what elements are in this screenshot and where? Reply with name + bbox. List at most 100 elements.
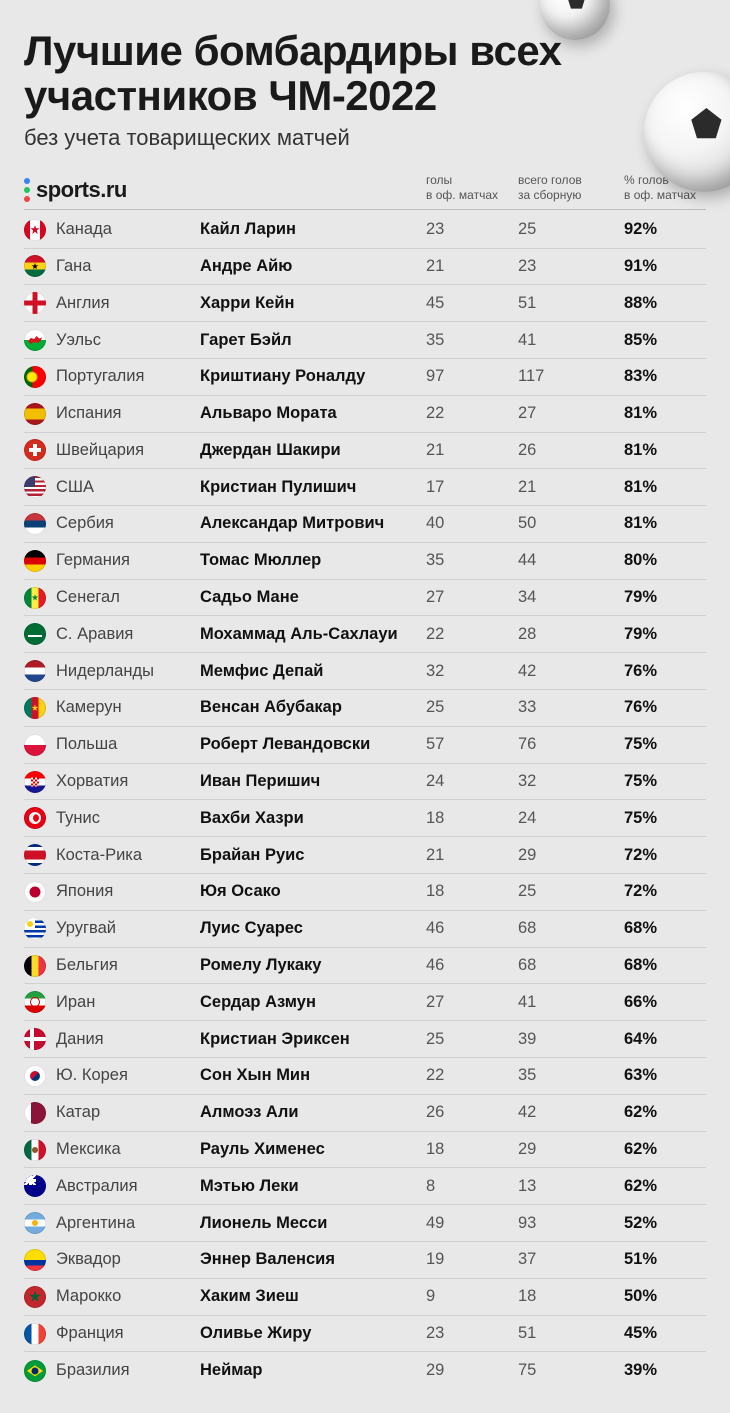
country-cell: Швейцария	[24, 439, 194, 461]
goals-official: 22	[426, 625, 512, 644]
player-name: Лионель Месси	[200, 1214, 420, 1233]
country-cell: Тунис	[24, 807, 194, 829]
goals-total: 93	[518, 1214, 618, 1233]
country-name: Португалия	[56, 367, 144, 386]
player-name: Иван Перишич	[200, 772, 420, 791]
goals-total: 34	[518, 588, 618, 607]
goals-pct: 64%	[624, 1030, 720, 1049]
table-row: БельгияРомелу Лукаку466868%	[24, 948, 706, 985]
country-name: Марокко	[56, 1287, 121, 1306]
country-cell: Франция	[24, 1323, 194, 1345]
goals-official: 46	[426, 956, 512, 975]
brand-text: sports.ru	[36, 177, 127, 203]
country-name: Иран	[56, 993, 95, 1012]
table-row: ШвейцарияДжердан Шакири212681%	[24, 433, 706, 470]
table-row: ГерманияТомас Мюллер354480%	[24, 543, 706, 580]
goals-official: 27	[426, 993, 512, 1012]
player-name: Гарет Бэйл	[200, 331, 420, 350]
table-row: ФранцияОливье Жиру235145%	[24, 1316, 706, 1353]
country-cell: Мексика	[24, 1139, 194, 1161]
goals-total: 32	[518, 772, 618, 791]
goals-total: 23	[518, 257, 618, 276]
country-name: Аргентина	[56, 1214, 135, 1233]
goals-total: 13	[518, 1177, 618, 1196]
goals-official: 24	[426, 772, 512, 791]
goals-official: 25	[426, 698, 512, 717]
country-name: Швейцария	[56, 441, 144, 460]
goals-official: 45	[426, 294, 512, 313]
country-cell: Япония	[24, 881, 194, 903]
goals-pct: 81%	[624, 478, 720, 497]
goals-total: 26	[518, 441, 618, 460]
goals-pct: 81%	[624, 404, 720, 423]
country-name: Мексика	[56, 1140, 121, 1159]
country-cell: Испания	[24, 403, 194, 425]
goals-official: 23	[426, 220, 512, 239]
country-cell: Камерун	[24, 697, 194, 719]
country-name: Бельгия	[56, 956, 118, 975]
table-row: СербияАлександар Митрович405081%	[24, 506, 706, 543]
player-name: Эннер Валенсия	[200, 1250, 420, 1269]
player-name: Сердар Азмун	[200, 993, 420, 1012]
goals-pct: 66%	[624, 993, 720, 1012]
player-name: Харри Кейн	[200, 294, 420, 313]
flag-icon	[24, 1102, 46, 1124]
country-name: Япония	[56, 882, 113, 901]
col-head-total: всего голов за сборную	[518, 173, 618, 203]
page-subtitle: без учета товарищеских матчей	[24, 125, 706, 151]
flag-icon	[24, 807, 46, 829]
country-name: Англия	[56, 294, 110, 313]
country-name: Бразилия	[56, 1361, 130, 1380]
flag-icon	[24, 771, 46, 793]
country-cell: Хорватия	[24, 771, 194, 793]
flag-icon	[24, 403, 46, 425]
country-name: Франция	[56, 1324, 124, 1343]
goals-total: 51	[518, 294, 618, 313]
flag-icon	[24, 697, 46, 719]
goals-pct: 62%	[624, 1103, 720, 1122]
goals-pct: 76%	[624, 698, 720, 717]
flag-icon	[24, 918, 46, 940]
goals-official: 19	[426, 1250, 512, 1269]
goals-pct: 75%	[624, 809, 720, 828]
goals-pct: 63%	[624, 1066, 720, 1085]
country-cell: Дания	[24, 1028, 194, 1050]
country-name: Тунис	[56, 809, 100, 828]
goals-total: 39	[518, 1030, 618, 1049]
country-name: Германия	[56, 551, 130, 570]
goals-total: 25	[518, 882, 618, 901]
table-row: ХорватияИван Перишич243275%	[24, 764, 706, 801]
country-name: Сербия	[56, 514, 114, 533]
goals-pct: 75%	[624, 772, 720, 791]
flag-icon	[24, 1175, 46, 1197]
goals-pct: 83%	[624, 367, 720, 386]
goals-total: 44	[518, 551, 618, 570]
flag-icon	[24, 366, 46, 388]
col-head-goals: голы в оф. матчах	[426, 173, 512, 203]
flag-icon	[24, 955, 46, 977]
country-name: Катар	[56, 1103, 100, 1122]
player-name: Криштиану Роналду	[200, 367, 420, 386]
table-row: ПольшаРоберт Левандовски577675%	[24, 727, 706, 764]
player-name: Вахби Хазри	[200, 809, 420, 828]
table-row: УэльсГарет Бэйл354185%	[24, 322, 706, 359]
goals-pct: 76%	[624, 662, 720, 681]
country-name: Гана	[56, 257, 91, 276]
goals-pct: 88%	[624, 294, 720, 313]
flag-icon	[24, 1360, 46, 1382]
player-name: Венсан Абубакар	[200, 698, 420, 717]
player-name: Оливье Жиру	[200, 1324, 420, 1343]
player-name: Мохаммад Аль-Сахлауи	[200, 625, 420, 644]
player-name: Томас Мюллер	[200, 551, 420, 570]
goals-official: 46	[426, 919, 512, 938]
country-name: Нидерланды	[56, 662, 154, 681]
country-cell: Ю. Корея	[24, 1065, 194, 1087]
goals-official: 18	[426, 809, 512, 828]
table-row: ЯпонияЮя Осако182572%	[24, 874, 706, 911]
goals-official: 35	[426, 551, 512, 570]
goals-total: 29	[518, 846, 618, 865]
goals-pct: 39%	[624, 1361, 720, 1380]
country-cell: Бразилия	[24, 1360, 194, 1382]
country-cell: Португалия	[24, 366, 194, 388]
table-row: КатарАлмоэз Али264262%	[24, 1095, 706, 1132]
